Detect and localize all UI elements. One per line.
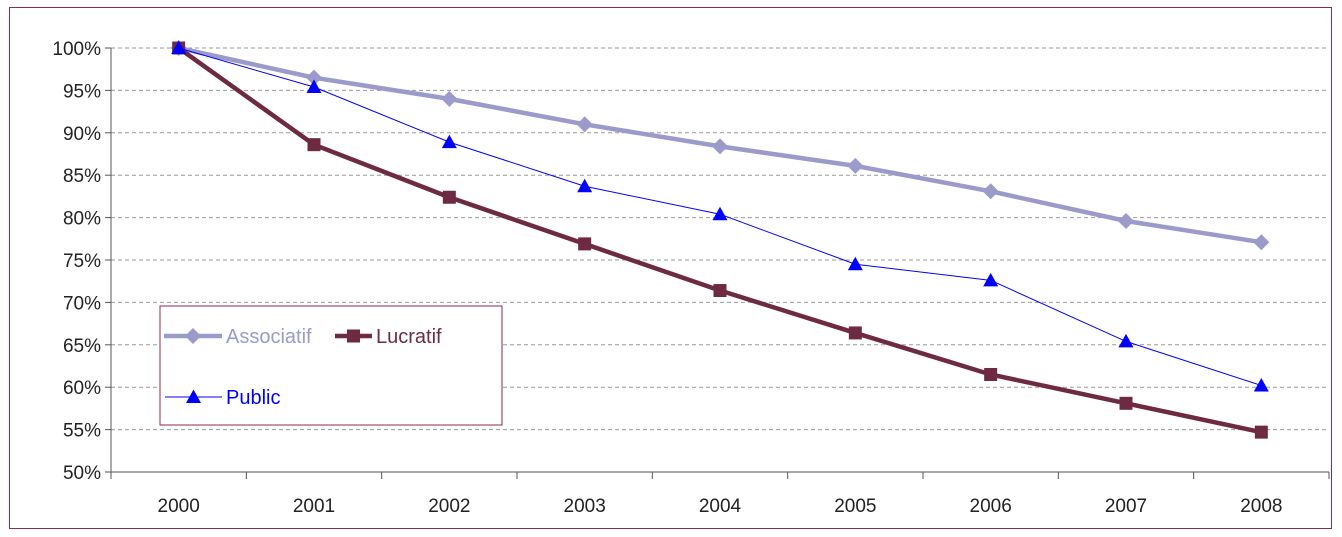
- data-point: [847, 256, 863, 271]
- y-tick-label: 100%: [52, 39, 101, 60]
- y-tick-label: 60%: [63, 378, 101, 399]
- data-point: [847, 157, 864, 174]
- data-point: [1254, 425, 1268, 439]
- data-point: [848, 326, 862, 340]
- data-point: [442, 190, 456, 204]
- chart-frame: [9, 7, 1332, 529]
- data-point: [713, 284, 727, 298]
- x-tick-label: 2001: [293, 496, 335, 517]
- data-point: [441, 90, 458, 107]
- y-tick-label: 95%: [63, 81, 101, 102]
- y-tick-label: 75%: [63, 251, 101, 272]
- data-point: [441, 134, 457, 149]
- data-point: [712, 206, 728, 221]
- y-tick-label: 80%: [63, 209, 101, 230]
- x-tick-label: 2008: [1240, 496, 1282, 517]
- y-tick-label: 55%: [63, 421, 101, 442]
- series-public: [171, 40, 1269, 392]
- legend-entry-associatif: Associatif: [164, 326, 312, 348]
- legend-swatch-marker: [185, 328, 201, 344]
- data-point: [306, 69, 322, 86]
- legend-label: Public: [226, 387, 280, 409]
- data-point: [576, 116, 593, 133]
- legend-entry-lucratif: Lucratif: [335, 326, 442, 348]
- axes: 50% 55% 60% 65% 70% 75% 80% 85% 90% 95% 100% 2000 20…: [52, 39, 1330, 517]
- legend-box: [159, 305, 503, 426]
- series-lucratif: [172, 41, 1268, 439]
- data-point: [982, 183, 999, 200]
- data-point: [1118, 333, 1134, 348]
- data-point: [712, 138, 728, 155]
- y-tick-label: 90%: [63, 124, 101, 145]
- y-tick-label: 70%: [63, 293, 101, 314]
- legend-label: Associatif: [226, 326, 312, 348]
- data-point: [983, 272, 999, 287]
- series-layer: [170, 40, 1270, 439]
- data-point: [984, 367, 998, 381]
- data-point: [1119, 396, 1133, 410]
- y-tick-label: 65%: [63, 336, 101, 357]
- data-point: [1253, 234, 1270, 251]
- data-point: [1118, 212, 1134, 229]
- data-point: [307, 138, 321, 152]
- x-tick-label: 2004: [699, 496, 742, 517]
- x-tick-label: 2002: [428, 496, 470, 517]
- x-tick-label: 2005: [834, 496, 876, 517]
- x-tick-label: 2003: [564, 496, 606, 517]
- legend: Associatif Lucratif Public: [159, 305, 503, 426]
- data-point: [306, 79, 322, 94]
- data-point: [1253, 378, 1269, 392]
- legend-swatch-marker: [186, 389, 201, 403]
- data-point: [171, 40, 187, 54]
- y-tick-label: 50%: [63, 463, 101, 484]
- x-tick-label: 2000: [158, 496, 200, 517]
- data-point: [578, 237, 592, 251]
- x-tick-label: 2006: [970, 496, 1012, 517]
- y-tick-label: 85%: [63, 166, 101, 187]
- legend-entry-public: Public: [165, 387, 280, 409]
- data-point: [577, 178, 593, 193]
- x-tick-label: 2007: [1105, 496, 1147, 517]
- legend-label: Lucratif: [376, 326, 442, 348]
- legend-swatch-marker: [347, 329, 360, 343]
